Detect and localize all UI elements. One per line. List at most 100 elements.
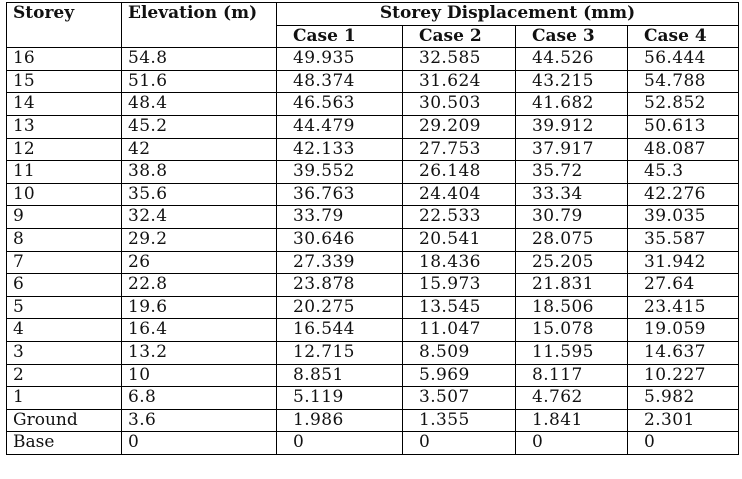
table-row: 5 19.6 20.275 13.545 18.506 23.415: [6, 295, 740, 320]
cell-elevation: 35.6: [121, 182, 277, 207]
cell-case-1-displacement: 36.763: [276, 182, 403, 207]
cell-case-1-displacement: 44.479: [276, 114, 403, 139]
storey-displacement-table: Storey Elevation (m) Storey Displacement…: [6, 1, 740, 455]
cell-elevation: 3.6: [121, 408, 277, 433]
table-row: 9 32.4 33.79 22.533 30.79 39.035: [6, 205, 740, 229]
cell-case-1-displacement: 49.935: [276, 47, 403, 71]
cell-storey: 8: [6, 227, 122, 252]
table-row: 14 48.4 46.563 30.503 41.682 52.852: [6, 92, 740, 116]
cell-elevation: 0: [121, 431, 277, 455]
cell-case-4-displacement: 42.276: [626, 182, 740, 207]
cell-case-1-displacement: 48.374: [276, 69, 403, 94]
header-row-cases: Case 1 Case 2 Case 3 Case 4: [7, 24, 740, 49]
cell-storey: 6: [6, 273, 122, 297]
cell-case-3-displacement: 25.205: [515, 250, 628, 275]
cell-case-2-displacement: 15.973: [402, 273, 516, 297]
cell-storey: 4: [6, 318, 122, 342]
header-case-4: Case 4: [626, 24, 740, 49]
cell-storey: 7: [6, 250, 122, 275]
table-row: 2 10 8.851 5.969 8.117 10.227: [6, 363, 740, 388]
cell-case-4-displacement: 56.444: [626, 47, 740, 71]
cell-storey: 15: [6, 69, 122, 94]
cell-case-3-displacement: 11.595: [515, 340, 628, 365]
cell-storey: 11: [6, 160, 122, 184]
cell-elevation: 10: [121, 363, 277, 388]
cell-elevation: 54.8: [121, 47, 277, 71]
cell-case-4-displacement: 52.852: [626, 92, 740, 116]
cell-storey: 16: [6, 47, 122, 71]
cell-case-3-displacement: 41.682: [515, 92, 628, 116]
cell-case-3-displacement: 39.912: [515, 114, 628, 139]
cell-case-4-displacement: 14.637: [626, 340, 740, 365]
cell-case-1-displacement: 27.339: [276, 250, 403, 275]
cell-storey: 9: [6, 205, 122, 229]
cell-case-1-displacement: 42.133: [276, 137, 403, 162]
cell-elevation: 38.8: [121, 160, 277, 184]
table-body: 16 54.8 49.935 32.585 44.526 56.444 15 51.6 48.3…: [6, 47, 740, 455]
cell-case-4-displacement: 27.64: [626, 273, 740, 297]
cell-case-3-displacement: 8.117: [515, 363, 628, 388]
cell-elevation: 29.2: [121, 227, 277, 252]
cell-case-4-displacement: 50.613: [626, 114, 740, 139]
cell-elevation: 13.2: [121, 340, 277, 365]
cell-elevation: 19.6: [121, 295, 277, 320]
header-elevation: Elevation (m): [121, 1, 277, 49]
cell-case-1-displacement: 12.715: [276, 340, 403, 365]
cell-case-4-displacement: 5.982: [626, 386, 740, 410]
table-row: 6 22.8 23.878 15.973 21.831 27.64: [6, 273, 740, 297]
cell-case-2-displacement: 26.148: [402, 160, 516, 184]
cell-case-2-displacement: 5.969: [402, 363, 516, 388]
cell-case-3-displacement: 18.506: [515, 295, 628, 320]
table-row: 7 26 27.339 18.436 25.205 31.942: [6, 250, 740, 275]
cell-case-1-displacement: 0: [276, 431, 403, 455]
cell-case-1-displacement: 1.986: [276, 408, 403, 433]
cell-case-3-displacement: 43.215: [515, 69, 628, 94]
cell-case-4-displacement: 31.942: [626, 250, 740, 275]
cell-case-2-displacement: 0: [402, 431, 516, 455]
cell-case-2-displacement: 32.585: [402, 47, 516, 71]
cell-case-2-displacement: 11.047: [402, 318, 516, 342]
cell-case-1-displacement: 5.119: [276, 386, 403, 410]
table-row: 11 38.8 39.552 26.148 35.72 45.3: [6, 160, 740, 184]
header-case-3: Case 3: [515, 24, 628, 49]
table-row: 1 6.8 5.119 3.507 4.762 5.982: [6, 386, 740, 410]
cell-case-1-displacement: 30.646: [276, 227, 403, 252]
cell-case-3-displacement: 37.917: [515, 137, 628, 162]
table-row: 3 13.2 12.715 8.509 11.595 14.637: [6, 340, 740, 365]
cell-case-4-displacement: 48.087: [626, 137, 740, 162]
table-row: 8 29.2 30.646 20.541 28.075 35.587: [6, 227, 740, 252]
cell-elevation: 42: [121, 137, 277, 162]
cell-case-4-displacement: 35.587: [626, 227, 740, 252]
cell-storey: Base: [6, 431, 122, 455]
cell-case-4-displacement: 19.059: [626, 318, 740, 342]
cell-case-2-displacement: 3.507: [402, 386, 516, 410]
cell-case-2-displacement: 13.545: [402, 295, 516, 320]
cell-case-3-displacement: 1.841: [515, 408, 628, 433]
table-row: 13 45.2 44.479 29.209 39.912 50.613: [6, 114, 740, 139]
cell-case-2-displacement: 18.436: [402, 250, 516, 275]
cell-case-3-displacement: 44.526: [515, 47, 628, 71]
cell-storey: 5: [6, 295, 122, 320]
cell-case-2-displacement: 20.541: [402, 227, 516, 252]
cell-case-3-displacement: 0: [515, 431, 628, 455]
cell-case-3-displacement: 28.075: [515, 227, 628, 252]
table-row: 10 35.6 36.763 24.404 33.34 42.276: [6, 182, 740, 207]
cell-elevation: 32.4: [121, 205, 277, 229]
cell-case-3-displacement: 30.79: [515, 205, 628, 229]
cell-case-4-displacement: 0: [626, 431, 740, 455]
header-storey: Storey: [6, 1, 122, 49]
table-row: 16 54.8 49.935 32.585 44.526 56.444: [6, 47, 740, 71]
cell-elevation: 16.4: [121, 318, 277, 342]
cell-case-1-displacement: 16.544: [276, 318, 403, 342]
cell-case-4-displacement: 45.3: [626, 160, 740, 184]
cell-case-2-displacement: 30.503: [402, 92, 516, 116]
cell-case-3-displacement: 35.72: [515, 160, 628, 184]
cell-case-2-displacement: 27.753: [402, 137, 516, 162]
cell-case-4-displacement: 10.227: [626, 363, 740, 388]
cell-elevation: 22.8: [121, 273, 277, 297]
cell-storey: 1: [6, 386, 122, 410]
cell-case-3-displacement: 4.762: [515, 386, 628, 410]
cell-case-2-displacement: 31.624: [402, 69, 516, 94]
cell-elevation: 26: [121, 250, 277, 275]
cell-storey: 3: [6, 340, 122, 365]
